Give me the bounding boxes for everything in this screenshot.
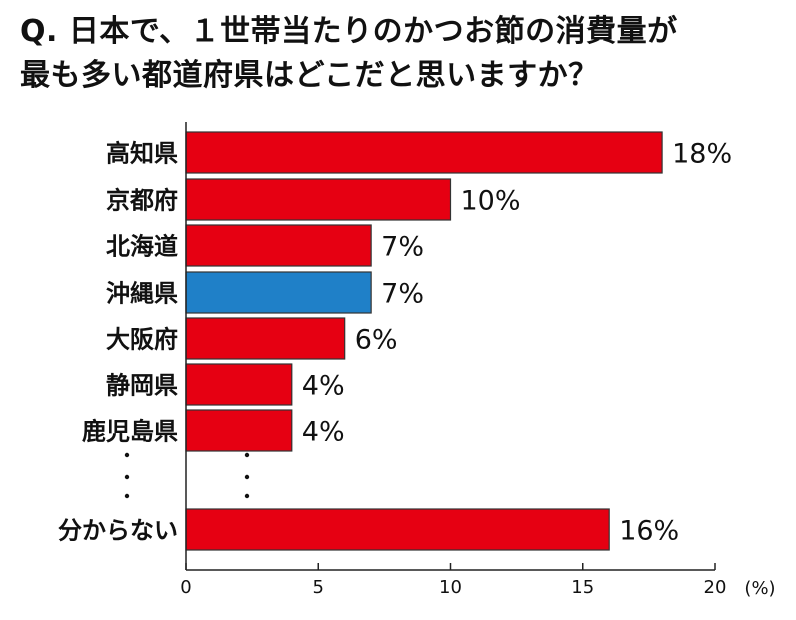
bar-5 (185, 317, 346, 360)
title-line-1: Q. 日本で、１世帯当たりのかつお節の消費量が (20, 14, 678, 49)
bar-8 (185, 508, 610, 551)
ellipsis-dot-right (244, 474, 250, 480)
x-tick-label: 10 (439, 577, 462, 598)
ellipsis-dot-left (124, 474, 130, 480)
value-label: 7% (381, 232, 424, 263)
category-label: 分からない (58, 517, 178, 545)
chart-title: Q. 日本で、１世帯当たりのかつお節の消費量が 最も多い都道府県はどこだと思いま… (20, 10, 780, 98)
category-label: 鹿児島県 (82, 418, 178, 446)
x-tick-label: 0 (180, 577, 191, 598)
bar-6 (185, 363, 293, 406)
value-label: 16% (619, 516, 679, 547)
x-tick-label: 5 (313, 577, 324, 598)
ellipsis-dot-right (244, 493, 250, 499)
bar-2 (185, 178, 452, 221)
title-line-2: 最も多い都道府県はどこだと思いますか？ (20, 58, 599, 93)
value-label: 7% (381, 279, 424, 310)
bar-3 (185, 224, 372, 267)
category-label: 北海道 (106, 233, 178, 261)
category-label: 大阪府 (106, 326, 178, 354)
value-label: 10% (461, 186, 521, 217)
bar-4 (185, 271, 372, 314)
x-axis-unit: (%) (744, 578, 775, 599)
x-tick-label: 20 (704, 577, 727, 598)
x-tick-label: 15 (571, 577, 594, 598)
ellipsis-dot-left (124, 452, 130, 458)
category-label: 京都府 (106, 187, 178, 215)
bar-7 (185, 409, 293, 452)
ellipsis-dot-right (244, 452, 250, 458)
bar-1 (185, 131, 663, 174)
value-label: 18% (672, 139, 732, 170)
ellipsis-dot-left (124, 493, 130, 499)
value-label: 6% (355, 325, 398, 356)
value-label: 4% (302, 417, 345, 448)
category-label: 高知県 (106, 140, 178, 168)
value-label: 4% (302, 371, 345, 402)
category-label: 沖縄県 (106, 280, 178, 308)
category-label: 静岡県 (106, 372, 178, 400)
